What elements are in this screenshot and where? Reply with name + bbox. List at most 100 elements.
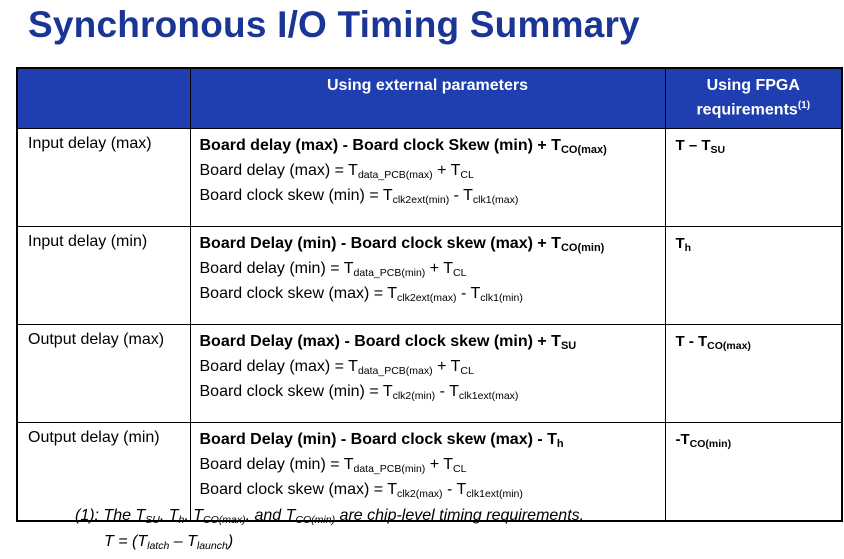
fpga-requirement-cell: -TCO(min) <box>664 422 843 522</box>
page-title: Synchronous I/O Timing Summary <box>28 4 640 45</box>
subscript-text: data_PCB(max) <box>357 169 433 181</box>
subscript-text: CO(min) <box>560 242 605 254</box>
text-segment: Board delay (min) = T <box>199 456 354 473</box>
text-segment: (1): The T <box>75 507 146 524</box>
subscript-text: SU <box>560 340 577 352</box>
text-segment: T - T <box>675 333 708 350</box>
subscript-text: CO(min) <box>689 438 732 450</box>
text-segment: are chip-level timing requirements. <box>335 507 585 524</box>
subscript-text: CO(min) <box>295 514 336 526</box>
subscript-text: CO(max) <box>203 514 246 526</box>
text-segment: Board delay (max) - Board clock Skew (mi… <box>199 137 561 154</box>
table-row: Input delay (min) Board Delay (min) - Boa… <box>16 226 843 325</box>
formula-clock-skew-line: Board clock skew (max) = Tclk2ext(max) -… <box>200 281 665 306</box>
text-segment: ) <box>227 533 234 550</box>
text-segment: - T <box>449 187 473 204</box>
formula-cell: Board Delay (min) - Board clock skew (ma… <box>189 226 666 325</box>
text-segment: - T <box>442 481 467 498</box>
footnote: (1): The TSU, Th, TCO(max), and TCO(min)… <box>75 507 584 525</box>
text-segment: - T <box>435 383 459 400</box>
header-fpga-line2: requirements <box>696 101 798 119</box>
formula-clock-skew-line: Board clock skew (min) = Tclk2(min) - Tc… <box>200 379 665 404</box>
header-row: Using external parameters Using FPGA req… <box>16 67 843 129</box>
subscript-text: data_PCB(min) <box>353 463 426 475</box>
text-segment: + T <box>425 260 453 277</box>
formula-main-line: Board delay (max) - Board clock Skew (mi… <box>200 133 665 158</box>
subscript-text: CL <box>460 169 474 181</box>
row-label: Input delay (min) <box>16 226 191 325</box>
subscript-text: CO(max) <box>707 340 751 352</box>
subscript-text: clk2ext(min) <box>392 194 450 206</box>
formula-clock-skew-line: Board clock skew (min) = Tclk2ext(min) -… <box>200 183 665 208</box>
text-segment: Board delay (min) = T <box>199 260 354 277</box>
text-segment: T = (T <box>104 533 148 550</box>
formula-board-delay-line: Board delay (max) = Tdata_PCB(max) + TCL <box>200 354 665 379</box>
subscript-text: CL <box>453 267 467 279</box>
subscript-text: clk1ext(min) <box>466 488 523 500</box>
subscript-text: h <box>556 438 564 450</box>
row-label: Output delay (max) <box>16 324 191 423</box>
row-label: Input delay (max) <box>16 128 191 227</box>
header-external-parameters: Using external parameters <box>189 67 666 129</box>
fpga-requirement-cell: T - TCO(max) <box>664 324 843 423</box>
subscript-text: SU <box>145 514 160 526</box>
subscript-text: clk2(min) <box>392 390 436 402</box>
subscript-text: clk1(min) <box>480 292 523 304</box>
text-segment: Board Delay (min) - Board clock skew (ma… <box>199 235 561 252</box>
subscript-text: data_PCB(min) <box>353 267 426 279</box>
subscript-text: clk1ext(max) <box>458 390 519 402</box>
subscript-text: clk2ext(max) <box>397 292 457 304</box>
subscript-text: SU <box>710 144 726 156</box>
timing-summary-table: Using external parameters Using FPGA req… <box>16 67 843 522</box>
text-segment: + T <box>425 456 453 473</box>
text-segment: -T <box>675 431 690 448</box>
text-segment: T – T <box>675 137 711 154</box>
subscript-text: CO(max) <box>560 144 607 156</box>
text-segment: Board clock skew (min) = T <box>199 187 393 204</box>
footnote-period-definition: T = (Tlatch – Tlaunch) <box>104 533 233 551</box>
text-segment: T <box>675 235 685 252</box>
formula-cell: Board Delay (max) - Board clock skew (mi… <box>189 324 666 423</box>
formula-board-delay-line: Board delay (max) = Tdata_PCB(max) + TCL <box>200 158 665 183</box>
text-segment: Board delay (max) = T <box>199 358 358 375</box>
formula-main-line: Board Delay (min) - Board clock skew (ma… <box>200 427 665 452</box>
fpga-requirement-cell: T – TSU <box>664 128 843 227</box>
formula-cell: Board delay (max) - Board clock Skew (mi… <box>189 128 666 227</box>
text-segment: - T <box>456 285 481 302</box>
subscript-text: latch <box>147 540 170 552</box>
row-label: Output delay (min) <box>16 422 191 522</box>
formula-clock-skew-line: Board clock skew (max) = Tclk2(max) - Tc… <box>200 477 665 502</box>
subscript-text: clk2(max) <box>397 488 443 500</box>
text-segment: Board clock skew (max) = T <box>199 481 398 498</box>
text-segment: , T <box>159 507 179 524</box>
subscript-text: h <box>178 514 185 526</box>
table-row: Input delay (max) Board delay (max) - Boa… <box>16 128 843 227</box>
table-row: Output delay (max) Board Delay (max) - Bo… <box>16 324 843 423</box>
table-row: Output delay (min) Board Delay (min) - Bo… <box>16 422 843 522</box>
text-segment: – T <box>169 533 197 550</box>
text-segment: + T <box>432 162 461 179</box>
subscript-text: CL <box>453 463 467 475</box>
subscript-text: launch <box>196 540 228 552</box>
header-fpga-requirements: Using FPGA requirements(1) <box>664 67 843 129</box>
text-segment: Board Delay (max) - Board clock skew (mi… <box>199 333 561 350</box>
subscript-text: CL <box>460 365 474 377</box>
text-segment: , and T <box>245 507 296 524</box>
header-empty-cell <box>16 67 191 129</box>
subscript-text: h <box>684 242 692 254</box>
formula-main-line: Board Delay (max) - Board clock skew (mi… <box>200 329 665 354</box>
text-segment: , T <box>184 507 204 524</box>
text-segment: Board clock skew (min) = T <box>199 383 393 400</box>
subscript-text: clk1(max) <box>472 194 519 206</box>
text-segment: Board Delay (min) - Board clock skew (ma… <box>199 431 557 448</box>
text-segment: + T <box>432 358 461 375</box>
formula-main-line: Board Delay (min) - Board clock skew (ma… <box>200 231 665 256</box>
header-footnote-ref: (1) <box>797 100 811 111</box>
subscript-text: data_PCB(max) <box>357 365 433 377</box>
formula-board-delay-line: Board delay (min) = Tdata_PCB(min) + TCL <box>200 256 665 281</box>
formula-board-delay-line: Board delay (min) = Tdata_PCB(min) + TCL <box>200 452 665 477</box>
header-fpga-line1: Using FPGA <box>706 77 800 94</box>
text-segment: Board clock skew (max) = T <box>199 285 398 302</box>
fpga-requirement-cell: Th <box>664 226 843 325</box>
formula-cell: Board Delay (min) - Board clock skew (ma… <box>189 422 666 522</box>
